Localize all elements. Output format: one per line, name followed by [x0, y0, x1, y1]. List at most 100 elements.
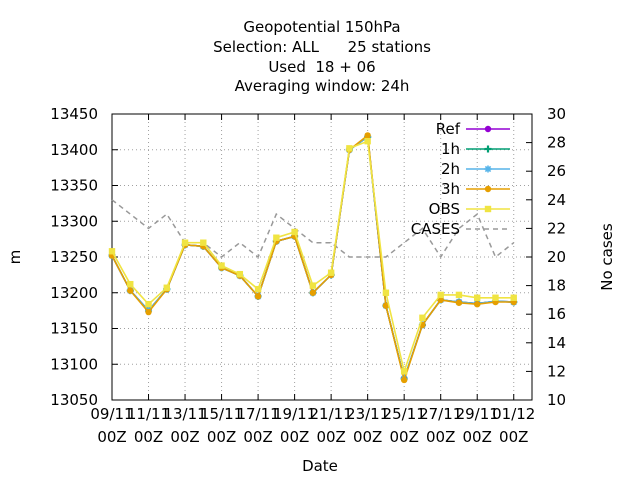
data-point-3h: [254, 293, 262, 300]
y-tick-label: 13300: [50, 212, 98, 230]
x-tick-label-hour: 00Z: [316, 428, 345, 446]
data-point-3h: [145, 308, 152, 316]
y-tick-label: 13200: [50, 284, 98, 302]
legend-label-cases: CASES: [411, 220, 460, 238]
x-tick-label-date: 09/11: [90, 405, 133, 423]
y2-tick-label: 10: [547, 391, 566, 409]
data-point-obs: [291, 228, 298, 236]
data-point-obs: [218, 262, 225, 269]
legend-label-2h: 2h: [441, 160, 460, 178]
x-tick-label-hour: 00Z: [207, 428, 236, 446]
y-axis-label: m: [6, 250, 24, 265]
legend-marker-ref: [484, 125, 492, 133]
legend-label-3h: 3h: [441, 180, 460, 198]
chart-title: Geopotential 150hPa Selection: ALL 25 st…: [213, 18, 431, 95]
legend-label-1h: 1h: [441, 140, 460, 158]
data-point-obs: [127, 280, 134, 288]
x-tick-label-date: 29/11: [456, 405, 499, 423]
x-tick-label-date: 19/11: [273, 405, 316, 423]
y2-axis-label: No cases: [598, 223, 616, 291]
data-point-3h: [437, 296, 444, 304]
x-tick-label-hour: 00Z: [499, 428, 528, 446]
x-tick-label-date: 21/11: [310, 405, 353, 423]
x-tick-label-hour: 00Z: [426, 428, 455, 446]
y2-tick-label: 26: [547, 162, 566, 180]
y2-tick-label: 20: [547, 248, 566, 266]
y-tick-label: 13450: [50, 105, 98, 123]
x-tick-label-hour: 00Z: [134, 428, 163, 446]
data-point-obs: [236, 270, 244, 278]
x-tick-label-hour: 00Z: [389, 428, 418, 446]
x-tick-label-hour: 00Z: [97, 428, 126, 446]
data-point-obs: [309, 282, 317, 289]
series-obs: [108, 137, 517, 375]
y2-tick-label: 28: [547, 134, 566, 152]
x-tick-label-date: 01/12: [492, 405, 535, 423]
data-point-obs: [382, 289, 390, 296]
y-tick-label: 13050: [50, 391, 98, 409]
title-line-1: Geopotential 150hPa: [243, 18, 400, 36]
y2-tick-label: 12: [547, 362, 566, 380]
y2-tick-label: 30: [547, 105, 566, 123]
x-tick-label-hour: 00Z: [353, 428, 382, 446]
x-tick-label-hour: 00Z: [280, 428, 309, 446]
series-cases: [111, 199, 515, 259]
y2-tick-label: 24: [547, 191, 566, 209]
legend-entry-obs: OBS: [429, 200, 510, 218]
y2-tick-label: 14: [547, 334, 566, 352]
x-tick-label-date: 23/11: [346, 405, 389, 423]
data-point-3h: [309, 289, 317, 296]
legend-label-ref: Ref: [436, 120, 461, 138]
legend-marker-2h: [484, 165, 492, 173]
grid: [111, 113, 532, 401]
legend: Ref 1h 2h 3h OBS CASES: [411, 120, 510, 238]
y2-tick-label: 22: [547, 219, 566, 237]
series-line-cases: [111, 199, 515, 259]
legend-entry-2h: 2h: [441, 160, 510, 178]
data-point-obs: [327, 269, 335, 276]
x-tick-label-date: 13/11: [163, 405, 206, 423]
data-point-obs: [145, 300, 152, 308]
legend-marker-3h: [484, 185, 492, 193]
series-layer: [108, 132, 518, 384]
title-line-4: Averaging window: 24h: [235, 77, 410, 95]
data-point-3h: [382, 302, 390, 309]
x-axis-label: Date: [302, 457, 338, 475]
data-point-obs: [455, 291, 463, 299]
legend-entry-cases: CASES: [411, 220, 510, 238]
x-tick-label-date: 25/11: [383, 405, 426, 423]
data-point-obs: [510, 294, 517, 301]
x-tick-label-date: 11/11: [127, 405, 170, 423]
data-point-3h: [400, 376, 408, 384]
y2-tick-label: 18: [547, 277, 566, 295]
y-tick-label: 13400: [50, 141, 98, 159]
data-point-obs: [108, 248, 116, 255]
legend-marker-1h: [484, 145, 492, 153]
x-tick-label-hour: 00Z: [463, 428, 492, 446]
x-tick-label-date: 15/11: [200, 405, 243, 423]
title-line-3: Used 18 + 06: [268, 58, 375, 76]
data-point-obs: [163, 284, 170, 291]
data-point-3h: [364, 132, 371, 139]
data-point-obs: [254, 285, 262, 293]
data-point-obs: [400, 368, 408, 375]
data-point-obs: [419, 314, 426, 321]
x-tick-label-hour: 00Z: [243, 428, 272, 446]
title-line-2: Selection: ALL 25 stations: [213, 38, 431, 56]
data-point-obs: [437, 291, 444, 299]
data-point-obs: [273, 234, 280, 241]
data-point-obs: [492, 294, 499, 301]
x-tick-label-hour: 00Z: [170, 428, 199, 446]
axes: 13050 13100 13150 13200 13250 13300 13350 13400…: [50, 105, 566, 446]
data-point-obs: [474, 294, 481, 301]
data-point-3h: [455, 299, 463, 306]
data-point-obs: [181, 239, 189, 246]
legend-entry-1h: 1h: [441, 140, 510, 158]
y-tick-label: 13100: [50, 355, 98, 373]
data-point-3h: [474, 300, 481, 308]
x-tick-label-date: 17/11: [236, 405, 279, 423]
data-point-3h: [127, 287, 134, 294]
y-tick-label: 13150: [50, 320, 98, 338]
legend-label-obs: OBS: [429, 200, 460, 218]
